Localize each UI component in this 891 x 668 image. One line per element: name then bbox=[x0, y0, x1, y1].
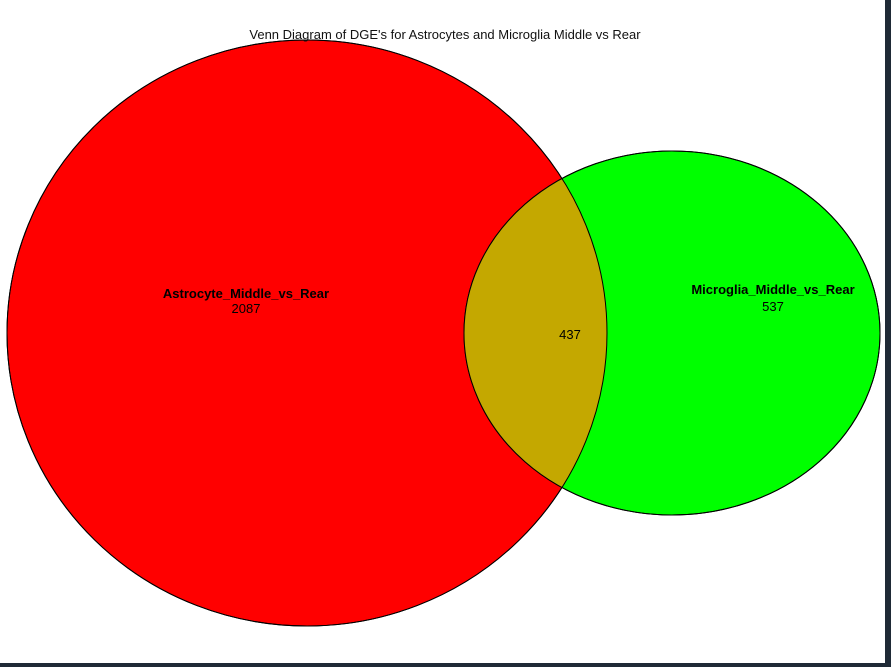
diagram-title: Venn Diagram of DGE's for Astrocytes and… bbox=[249, 27, 641, 42]
right-border bbox=[885, 0, 891, 667]
bottom-border bbox=[0, 663, 891, 667]
astrocyte-set-label: Astrocyte_Middle_vs_Rear bbox=[163, 286, 329, 301]
astrocyte-outline bbox=[6, 39, 608, 627]
astrocyte-unique-count: 2087 bbox=[232, 301, 261, 316]
microglia-outline bbox=[463, 150, 881, 516]
microglia-unique-count: 537 bbox=[762, 299, 784, 314]
intersection-region bbox=[464, 151, 607, 515]
microglia-set-label: Microglia_Middle_vs_Rear bbox=[691, 282, 854, 297]
intersection-count: 437 bbox=[559, 327, 581, 342]
